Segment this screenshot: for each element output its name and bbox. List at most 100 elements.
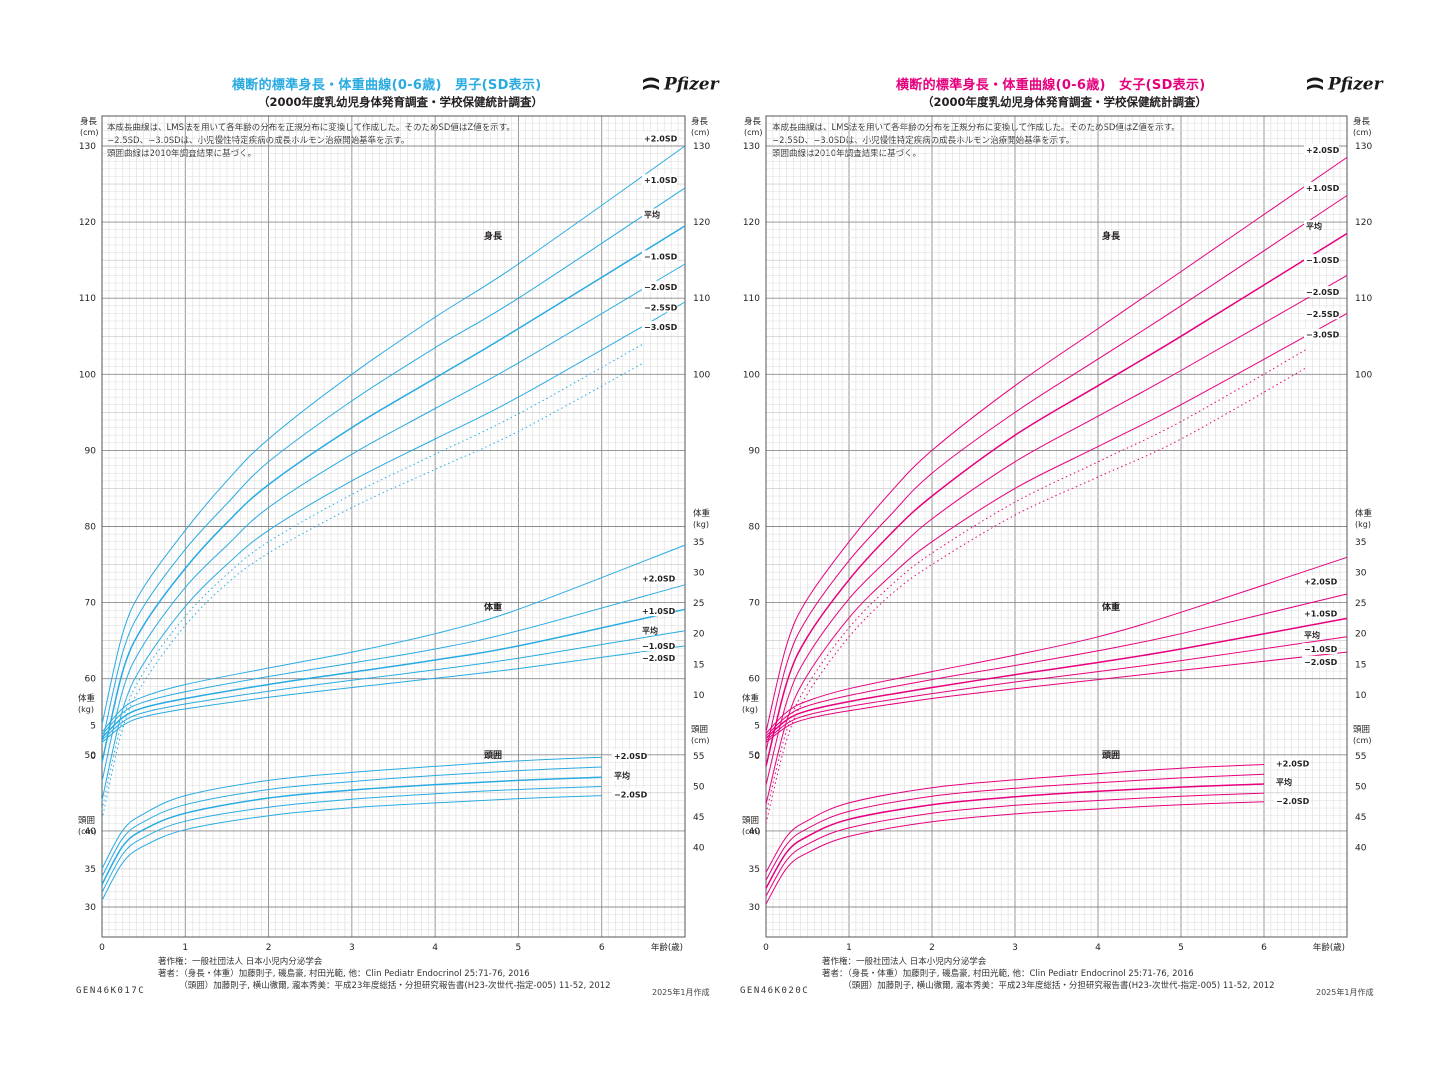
boys-growth-chart: 0 1 2 3 4 5 6 年齢(歳)身長(cm)5060708090100110120130…	[78, 115, 711, 953]
footer-line: 著作権：一般社団法人 日本小児内分泌学会	[822, 957, 987, 967]
head-axis-unit: (cm)	[1353, 736, 1371, 745]
x-tick-label: 5	[516, 943, 522, 953]
series-label-bg	[1302, 643, 1338, 654]
section-label-weight: 体重	[484, 601, 502, 613]
series-label: −2.0SD	[644, 283, 678, 292]
series-line	[765, 274, 1348, 786]
series-label-bg	[1274, 757, 1310, 769]
head-tick-label: 55	[1355, 752, 1366, 762]
series-label-bg	[1274, 795, 1310, 807]
x-tick-label: 6	[1261, 943, 1267, 953]
head-tick-label-left: 40	[85, 827, 97, 837]
note-line: 頭囲曲線は2010年調査結果に基づく。	[107, 149, 257, 159]
x-tick-label: 1	[182, 943, 188, 953]
pfizer-logo: Pfizer	[640, 74, 719, 96]
head-tick-label: 45	[1355, 813, 1366, 823]
height-tick-label-right: 100	[693, 370, 710, 380]
footer-line: （頭囲）加藤則子, 横山徹爾, 瀧本秀美：平成23年度総括・分担研究報告書(H2…	[822, 981, 1275, 991]
weight-tick-label: 15	[1355, 660, 1366, 670]
height-tick-label: 90	[749, 446, 761, 456]
x-axis-label: 年齢(歳)	[1313, 942, 1345, 953]
document-code: GEN46K020C	[740, 986, 810, 996]
series-line	[101, 584, 686, 735]
head-axis-unit: (cm)	[691, 736, 709, 745]
head-axis-label: 頭囲	[691, 725, 708, 735]
note-line: 本成長曲線は、LMS法を用いて各年齢の分布を正規分布に変換して作成した。そのため…	[107, 123, 515, 133]
height-tick-label-right: 110	[1355, 294, 1372, 304]
series-label: −3.0SD	[1306, 331, 1340, 340]
height-tick-label: 100	[743, 370, 760, 380]
series-label-bg	[642, 280, 678, 292]
series-label: +2.0SD	[644, 134, 678, 143]
head-axis-label-left: 頭囲	[78, 816, 95, 826]
grid	[765, 116, 1348, 937]
plot-frame	[101, 115, 686, 938]
series-label: −2.5SD	[1306, 310, 1340, 319]
series-line	[765, 636, 1348, 742]
weight-axis-label-left: 体重	[742, 693, 760, 704]
series-label: −3.0SD	[644, 323, 678, 332]
series-label: 平均	[1276, 777, 1292, 787]
footer-line: 著作権：一般社団法人 日本小児内分泌学会	[158, 957, 323, 967]
series-line	[765, 156, 1348, 733]
height-tick-label: 100	[79, 370, 96, 380]
x-tick-label: 3	[349, 943, 355, 953]
series-line	[765, 232, 1348, 767]
x-tick-label: 4	[1095, 943, 1101, 953]
series-label: −2.0SD	[1276, 797, 1310, 806]
series-line	[101, 645, 686, 743]
section-label-weight: 体重	[1102, 601, 1120, 613]
head-tick-label-left: 30	[85, 903, 97, 913]
series-line	[101, 362, 644, 820]
pfizer-logo-icon	[1307, 77, 1323, 90]
series-label-bg	[642, 250, 678, 262]
pfizer-logo-text: Pfizer	[664, 74, 719, 95]
series-line	[101, 263, 686, 782]
series-label-bg	[1304, 286, 1340, 298]
girls-growth-chart: 0 1 2 3 4 5 6 年齢(歳)身長(cm)5060708090100110120130…	[742, 115, 1373, 953]
chart-subtitle: （2000年度乳幼児身体発育調査・学校保健統計調査）	[258, 95, 544, 109]
weight-tick-label: 10	[1355, 691, 1367, 701]
series-line	[765, 195, 1348, 752]
chart-notes: 本成長曲線は、LMS法を用いて各年齢の分布を正規分布に変換して作成した。そのため…	[772, 122, 1180, 161]
series-label-bg	[1304, 328, 1340, 340]
height-tick-label: 50	[749, 751, 761, 761]
head-curves: +2.0SD 平均 −2.0SD	[101, 750, 648, 901]
height-tick-label-right: 100	[1355, 370, 1372, 380]
series-line	[101, 608, 686, 739]
series-label: 平均	[644, 209, 660, 219]
series-label: +2.0SD	[1304, 578, 1338, 587]
series-label-bg	[1302, 655, 1338, 667]
series-line	[765, 312, 1348, 805]
series-line	[101, 145, 686, 725]
creation-date: 2025年1月作成	[1316, 988, 1374, 997]
series-label-bg	[640, 652, 676, 664]
height-tick-label-right: 130	[693, 142, 710, 152]
series-label: +1.0SD	[1304, 610, 1338, 619]
series-line	[101, 630, 686, 741]
height-tick-label: 50	[85, 751, 97, 761]
series-label: +2.0SD	[642, 575, 676, 584]
weight-tick-label: 25	[1355, 599, 1366, 609]
head-tick-label-left: 40	[749, 827, 761, 837]
series-label: 平均	[1304, 630, 1320, 640]
height-tick-label-right: 110	[693, 294, 710, 304]
chart-footer: 著作権：一般社団法人 日本小児内分泌学会 著者：（身長・体重）加藤則子, 磯島豪…	[822, 956, 1275, 992]
height-tick-label: 60	[749, 675, 761, 685]
x-tick-label: 5	[1178, 943, 1184, 953]
head-curves: +2.0SD 平均 −2.0SD	[765, 757, 1310, 905]
x-tick-label: 0	[99, 943, 105, 953]
series-line	[765, 792, 1265, 897]
series-label-bg	[642, 321, 678, 333]
footer-line: （頭囲）加藤則子, 横山徹爾, 瀧本秀美：平成23年度総括・分担研究報告書(H2…	[158, 981, 611, 991]
series-label-bg	[1302, 607, 1338, 619]
weight-tick-label: 35	[693, 538, 704, 548]
chart-title: 横断的標準身長・体重曲線(0-6歳) 男子(SD表示)	[232, 78, 542, 93]
height-axis-unit: (cm)	[80, 128, 98, 137]
height-tick-label-right: 130	[1355, 142, 1372, 152]
head-tick-label: 50	[693, 782, 705, 792]
chart-title: 横断的標準身長・体重曲線(0-6歳) 女子(SD表示)	[896, 78, 1206, 93]
weight-axis-label: 体重	[1355, 508, 1373, 519]
series-label: +2.0SD	[1306, 146, 1340, 155]
plot-frame	[765, 115, 1348, 938]
